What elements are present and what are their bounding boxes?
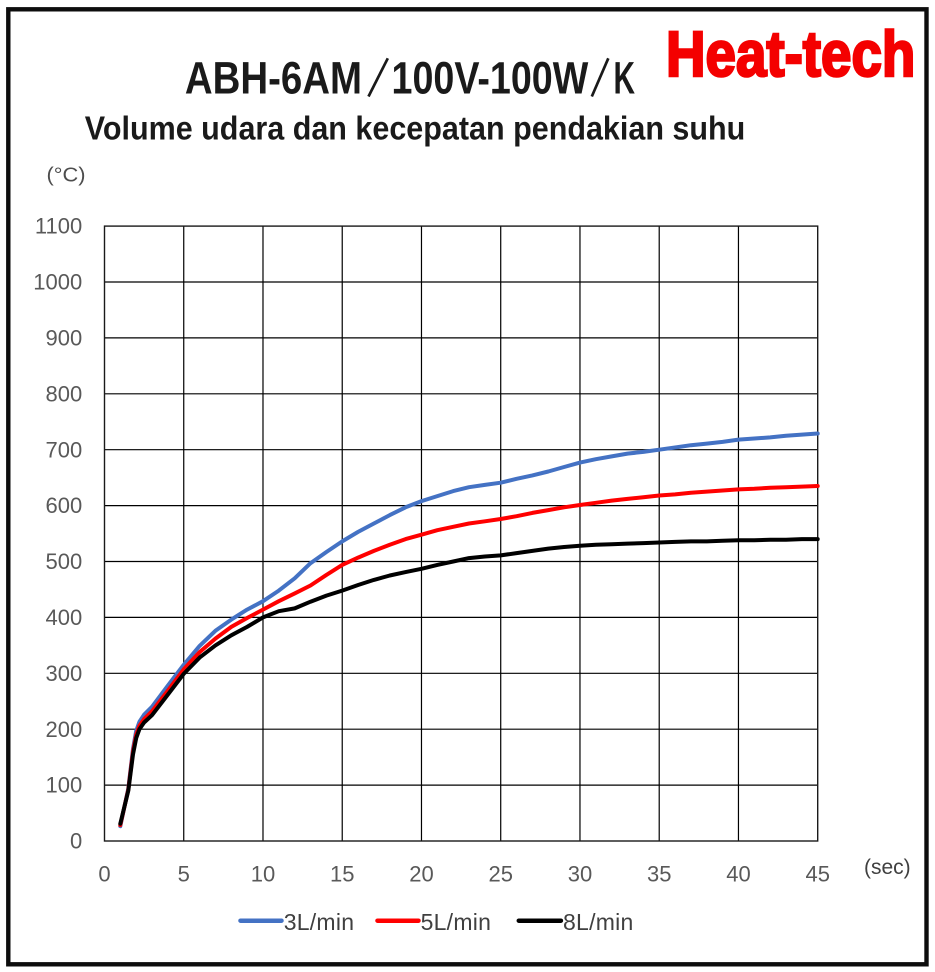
svg-text:35: 35 [647,862,671,887]
svg-text:ABH-6AM: ABH-6AM [185,53,362,104]
svg-text:(°C): (°C) [47,165,86,187]
svg-text:45: 45 [805,862,829,887]
svg-text:3L/min: 3L/min [284,909,354,935]
svg-text:15: 15 [330,862,354,887]
svg-text:10: 10 [251,862,275,887]
svg-text:700: 700 [45,437,82,462]
svg-text:100V-100W: 100V-100W [392,53,589,104]
svg-text:0: 0 [98,862,110,887]
svg-text:5: 5 [178,862,190,887]
svg-text:40: 40 [726,862,750,887]
svg-text:20: 20 [409,862,433,887]
svg-text:Heat-tech: Heat-tech [666,18,915,90]
svg-text:1000: 1000 [33,270,82,295]
svg-text:5L/min: 5L/min [421,909,491,935]
svg-text:100: 100 [45,773,82,798]
svg-text:900: 900 [45,326,82,351]
svg-text:500: 500 [45,549,82,574]
svg-text:1100: 1100 [35,214,82,239]
svg-text:K: K [614,53,636,104]
svg-text:Volume udara dan kecepatan pen: Volume udara dan kecepatan pendakian suh… [85,110,746,147]
svg-text:30: 30 [568,862,592,887]
svg-text:25: 25 [488,862,512,887]
svg-text:400: 400 [45,605,82,630]
svg-text:200: 200 [45,717,82,742]
svg-text:600: 600 [45,493,82,518]
svg-text:800: 800 [45,381,82,406]
svg-text:300: 300 [45,661,82,686]
svg-text:8L/min: 8L/min [563,909,633,935]
svg-text:(sec): (sec) [864,856,911,879]
svg-text:0: 0 [70,829,82,854]
